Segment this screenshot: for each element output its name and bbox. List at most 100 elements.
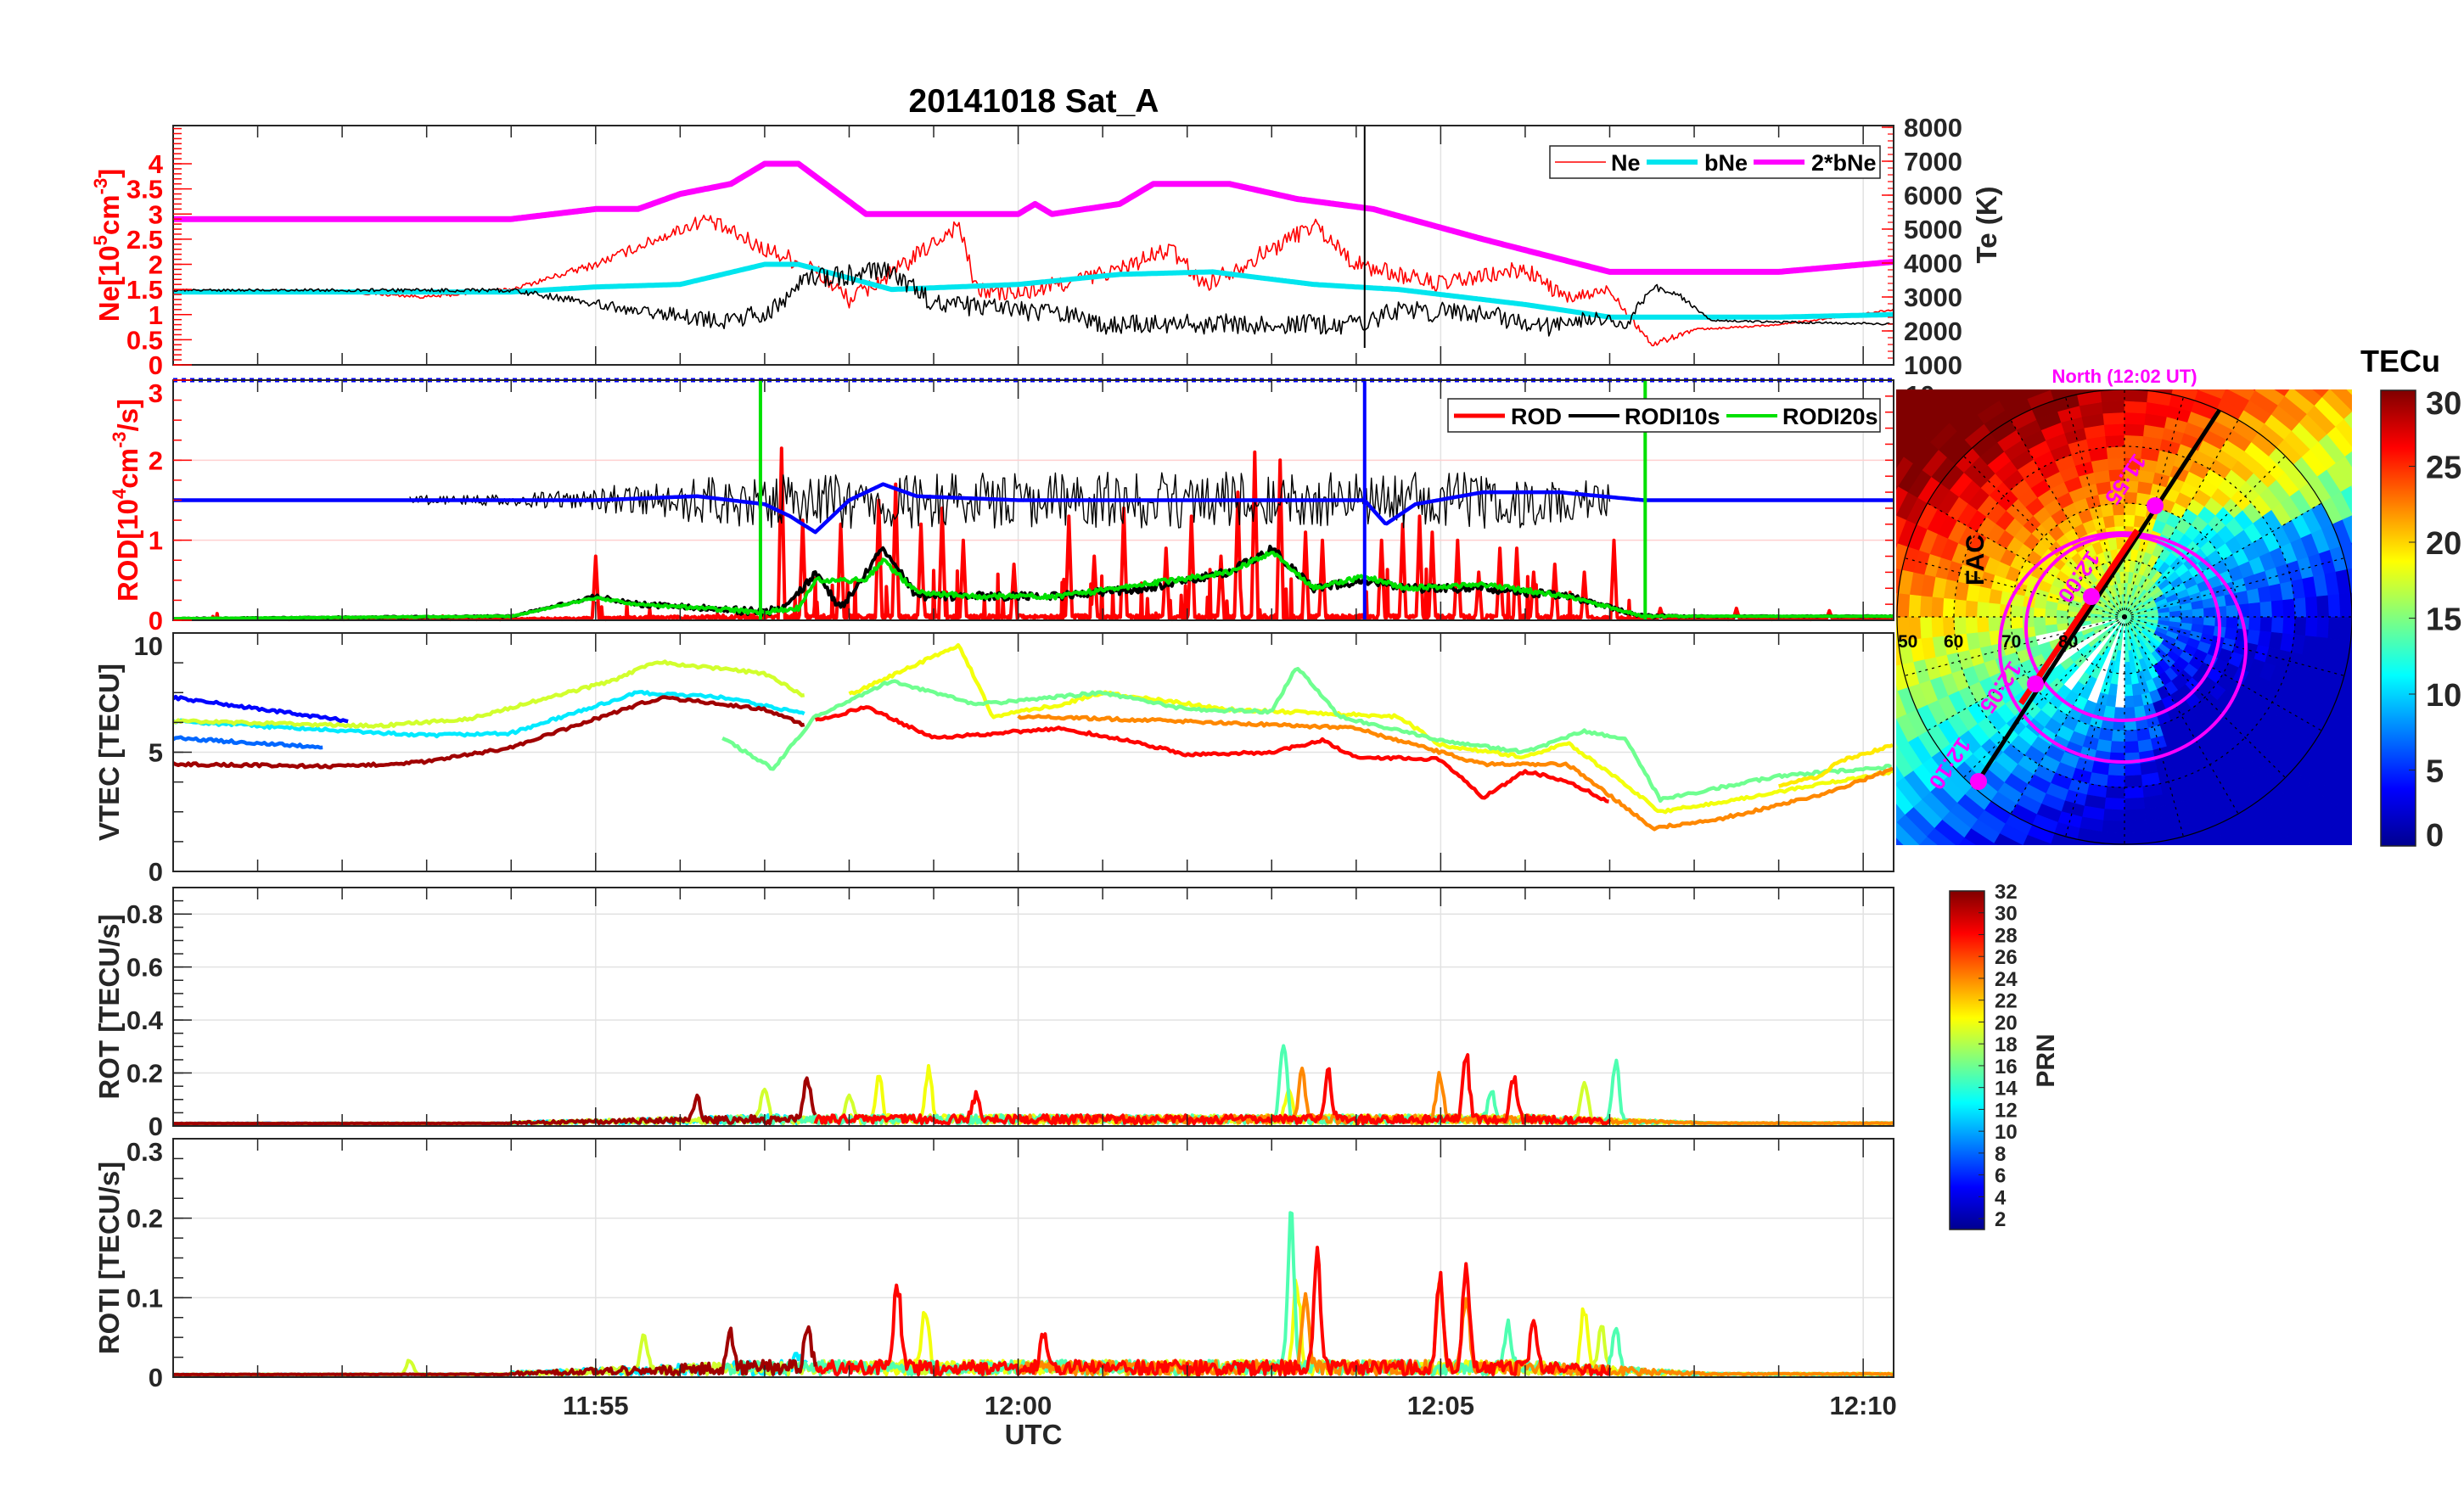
tec-cell (2065, 884, 2096, 900)
tec-cell (2013, 357, 2044, 378)
lat-label-80: 80 (2058, 632, 2078, 652)
tec-cell (2197, 834, 2227, 845)
tec-cell (2124, 854, 2151, 867)
tec-cell (1846, 674, 1865, 705)
tec-cell (1802, 515, 1821, 551)
tec-cell (2221, 823, 2250, 845)
tec-cell (2192, 843, 2199, 845)
y-tick-label: 0.8 (126, 899, 163, 929)
tec-cell (1930, 596, 1945, 618)
y-tick-label: 0 (149, 606, 163, 636)
tec-cell (2350, 745, 2352, 749)
tec-cell (2326, 426, 2352, 457)
tec-cell (2284, 332, 2319, 360)
tec-cell (2056, 928, 2091, 945)
tec-cell (2124, 707, 2136, 720)
tec-cell (1853, 644, 1868, 674)
tec-cell (2124, 344, 2153, 356)
tec-cell (2225, 844, 2227, 845)
tec-cell (2108, 763, 2125, 776)
tec-colorbar-label: TECu (2360, 344, 2440, 378)
tec-cell (2335, 456, 2352, 487)
tec-cell (1918, 844, 1920, 845)
tec-cell (1896, 714, 1918, 742)
tec-cell (2267, 361, 2298, 387)
tec-cell (2321, 389, 2352, 420)
tec-cell (2124, 933, 2159, 947)
figure-title: 20141018 Sat_A (909, 83, 1159, 120)
tec-cell (2124, 412, 2147, 425)
tec-cell (2092, 911, 2124, 924)
tec-cell (2102, 412, 2125, 425)
tec-cell (2037, 339, 2068, 357)
tec-cell (2124, 888, 2154, 901)
tec-cell (2284, 819, 2315, 845)
tec-cell (2106, 775, 2125, 788)
tec-cell (1831, 647, 1847, 678)
tec-colorbar-tick: 0 (2426, 818, 2444, 854)
tec-cell (1833, 457, 1859, 491)
y-tick-label: 3 (149, 199, 163, 229)
tec-cell (2362, 617, 2375, 643)
tec-cell (1794, 617, 1808, 652)
vtec-prn-28 (814, 705, 1609, 804)
tec-colorbar-tick: 20 (2426, 526, 2461, 562)
series-te (173, 261, 1894, 337)
tec-cell (1810, 715, 1833, 751)
tec-cell (2270, 600, 2284, 618)
tec-cell (1853, 560, 1868, 590)
tec-cell (2092, 310, 2124, 322)
vtec-prn-20 (848, 642, 1894, 815)
tec-cell (2124, 763, 2141, 776)
tec-cell (2124, 661, 2131, 675)
tec-cell (1808, 649, 1824, 683)
tec-cell (2124, 502, 2137, 516)
tec-cell (2362, 591, 2375, 617)
y-tick-label: 0 (149, 1112, 163, 1141)
series-group (173, 1044, 1894, 1126)
prn-colorbar-tick: 32 (1995, 881, 2018, 904)
tec-cell (2358, 641, 2373, 669)
tec-cell (2124, 877, 2153, 890)
prn-colorbar-tick: 6 (1995, 1165, 2006, 1188)
tec-cell (1896, 718, 1909, 748)
tec-cell (2338, 592, 2352, 618)
te-tick-label: 5000 (1904, 215, 1962, 244)
tec-cell (2050, 843, 2057, 845)
tec-cell (2068, 345, 2097, 361)
te-tick-label: 2000 (1904, 316, 1962, 346)
ne-legend: Ne bNe 2*bNe (1549, 145, 1881, 179)
tec-cell (2245, 873, 2278, 898)
tec-cell (2102, 514, 2116, 529)
tec-cell (2209, 866, 2240, 888)
tec-cell (1904, 854, 1938, 884)
tec-cell (1919, 389, 1937, 398)
tec-cell (2010, 604, 2023, 618)
tec-cell (2152, 345, 2181, 361)
tec-cell (1987, 602, 2001, 618)
tec-cell (2111, 729, 2125, 742)
rod-legend: ROD RODI10s RODI20s (1447, 398, 1881, 433)
tec-cell (2203, 616, 2216, 627)
legend-rodi20s: RODI20s (1782, 404, 1878, 429)
tec-cell (2223, 908, 2259, 931)
series-rodi20s (173, 551, 1894, 621)
tec-cell (2293, 616, 2307, 636)
panel-rod: 100123ROD[104cm-3/s] (109, 378, 1934, 636)
x-axis-label: UTC (1005, 1419, 1063, 1450)
tec-cell (2026, 305, 2061, 325)
te-axis-label: Te (K) (1971, 186, 2002, 263)
tec-cell (1896, 821, 1897, 823)
tec-cell (1908, 594, 1922, 618)
rod-axis-label: ROD[104cm-3/s] (109, 399, 143, 602)
tec-cell (2061, 906, 2094, 922)
series-group (173, 642, 1894, 832)
tec-cell (1808, 551, 1824, 585)
tec-cell (1842, 557, 1858, 588)
tec-cell (2225, 616, 2239, 630)
tec-cell (2040, 865, 2070, 884)
tec-cell (1865, 697, 1885, 728)
tec-cell (2009, 346, 2040, 367)
